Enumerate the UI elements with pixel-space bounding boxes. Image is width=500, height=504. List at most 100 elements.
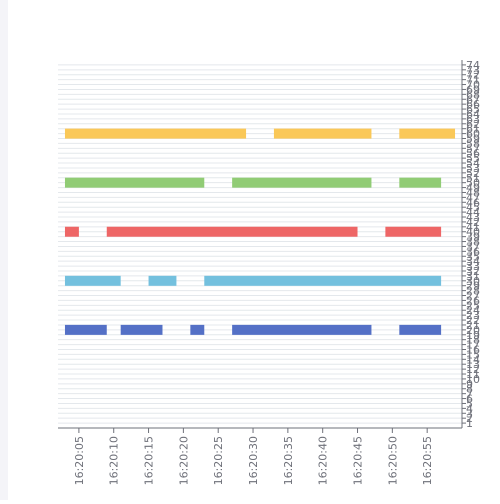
- y-tick-label: 6: [466, 393, 473, 406]
- y-tick-label: 50: [466, 177, 480, 190]
- bar-segment: [106, 226, 358, 237]
- y-tick-label: 36: [466, 245, 480, 258]
- y-tick-label: 21: [466, 319, 480, 332]
- y-tick-label: 47: [466, 191, 480, 204]
- y-tick-label: 57: [466, 142, 480, 155]
- bar-segment: [399, 177, 442, 188]
- y-tick-label: 22: [466, 314, 480, 327]
- y-tick-label: 43: [466, 211, 480, 224]
- x-tick-label: 16:20:45: [352, 436, 365, 485]
- y-tick-label: 28: [466, 285, 480, 298]
- y-tick-label: 9: [466, 378, 473, 391]
- y-tick-label: 69: [466, 83, 480, 96]
- x-tick-label: 16:20:10: [108, 436, 121, 485]
- x-tick-label: 16:20:30: [247, 436, 260, 485]
- y-tick-label: 1: [466, 417, 473, 430]
- grid-lines: [58, 64, 462, 424]
- bar-segment: [190, 324, 205, 335]
- y-tick-label: 68: [466, 88, 480, 101]
- bar-segment: [64, 128, 247, 139]
- bar-segment: [64, 226, 79, 237]
- y-tick-label: 56: [466, 147, 480, 160]
- y-tick-label: 14: [466, 353, 480, 366]
- y-tick-label: 4: [466, 402, 473, 415]
- y-tick-label: 48: [466, 186, 480, 199]
- y-tick-label: 45: [466, 201, 480, 214]
- y-tick-label: 8: [466, 383, 473, 396]
- y-tick-label: 17: [466, 339, 480, 352]
- bar-segment: [204, 275, 442, 286]
- y-tick-label: 61: [466, 123, 480, 136]
- y-tick-label: 26: [466, 294, 480, 307]
- bar-segments: [64, 128, 456, 335]
- y-tick-label: 67: [466, 93, 480, 106]
- y-tick-label: 44: [466, 206, 480, 219]
- y-tick-label: 62: [466, 118, 480, 131]
- y-tick-label: 20: [466, 324, 480, 337]
- y-tick-label: 58: [466, 137, 480, 150]
- y-tick-label: 73: [466, 64, 480, 77]
- y-tick-label: 37: [466, 240, 480, 253]
- y-tick-label: 5: [466, 397, 473, 410]
- y-tick-label: 3: [466, 407, 473, 420]
- bar-segment: [273, 128, 372, 139]
- y-tick-label: 33: [466, 260, 480, 273]
- y-tick-label: 11: [466, 368, 480, 381]
- bar-segment: [232, 177, 372, 188]
- y-tick-label: 23: [466, 309, 480, 322]
- x-tick-label: 16:20:15: [143, 436, 156, 485]
- left-edge-strip: [0, 0, 8, 500]
- y-tick-label: 53: [466, 162, 480, 175]
- x-tick-label: 16:20:05: [73, 436, 86, 485]
- bar-segment: [64, 275, 121, 286]
- y-tick-label: 25: [466, 299, 480, 312]
- y-tick-label: 46: [466, 196, 480, 209]
- y-tick-label: 16: [466, 343, 480, 356]
- bar-segment: [385, 226, 442, 237]
- x-tick-label: 16:20:40: [317, 436, 330, 485]
- y-tick-label: 70: [466, 79, 480, 92]
- x-tick-label: 16:20:25: [212, 436, 225, 485]
- bar-segment: [64, 324, 107, 335]
- y-tick-label: 15: [466, 348, 480, 361]
- y-tick-label: 19: [466, 329, 480, 342]
- y-tick-label: 2: [466, 412, 473, 425]
- y-tick-label: 27: [466, 290, 480, 303]
- y-tick-label: 39: [466, 231, 480, 244]
- y-tick-label: 42: [466, 216, 480, 229]
- y-tick-label: 29: [466, 280, 480, 293]
- y-tick-label: 59: [466, 133, 480, 146]
- bar-segment: [148, 275, 177, 286]
- y-tick-label: 12: [466, 363, 480, 376]
- x-tick-label: 16:20:55: [421, 436, 434, 485]
- y-tick-label: 55: [466, 152, 480, 165]
- y-tick-label: 60: [466, 128, 480, 141]
- bar-segment: [399, 324, 442, 335]
- y-tick-label: 32: [466, 265, 480, 278]
- y-tick-label: 40: [466, 226, 480, 239]
- y-tick-label: 72: [466, 69, 480, 82]
- y-tick-label: 71: [466, 74, 480, 87]
- y-tick-label: 41: [466, 221, 480, 234]
- y-tick-label: 66: [466, 98, 480, 111]
- bar-segment: [399, 128, 456, 139]
- y-tick-label: 74: [466, 59, 480, 72]
- x-tick-label: 16:20:50: [386, 436, 399, 485]
- y-tick-label: 35: [466, 250, 480, 263]
- y-tick-label: 49: [466, 182, 480, 195]
- bar-segment: [232, 324, 372, 335]
- y-tick-label: 54: [466, 157, 480, 170]
- y-tick-label: 13: [466, 358, 480, 371]
- bar-segment: [120, 324, 163, 335]
- y-tick-label: 18: [466, 334, 480, 347]
- y-tick-label: 30: [466, 275, 480, 288]
- axes: 16:20:05 16:20:10 16:20:15 16:20:20 16:20:25…: [58, 59, 480, 485]
- y-tick-label: 34: [466, 255, 480, 268]
- y-tick-label: 10: [466, 373, 480, 386]
- y-tick-label: 51: [466, 172, 480, 185]
- y-tick-label: 64: [466, 108, 480, 121]
- y-tick-label: 63: [466, 113, 480, 126]
- y-tick-label: 24: [466, 304, 480, 317]
- y-tick-label: 7: [466, 388, 473, 401]
